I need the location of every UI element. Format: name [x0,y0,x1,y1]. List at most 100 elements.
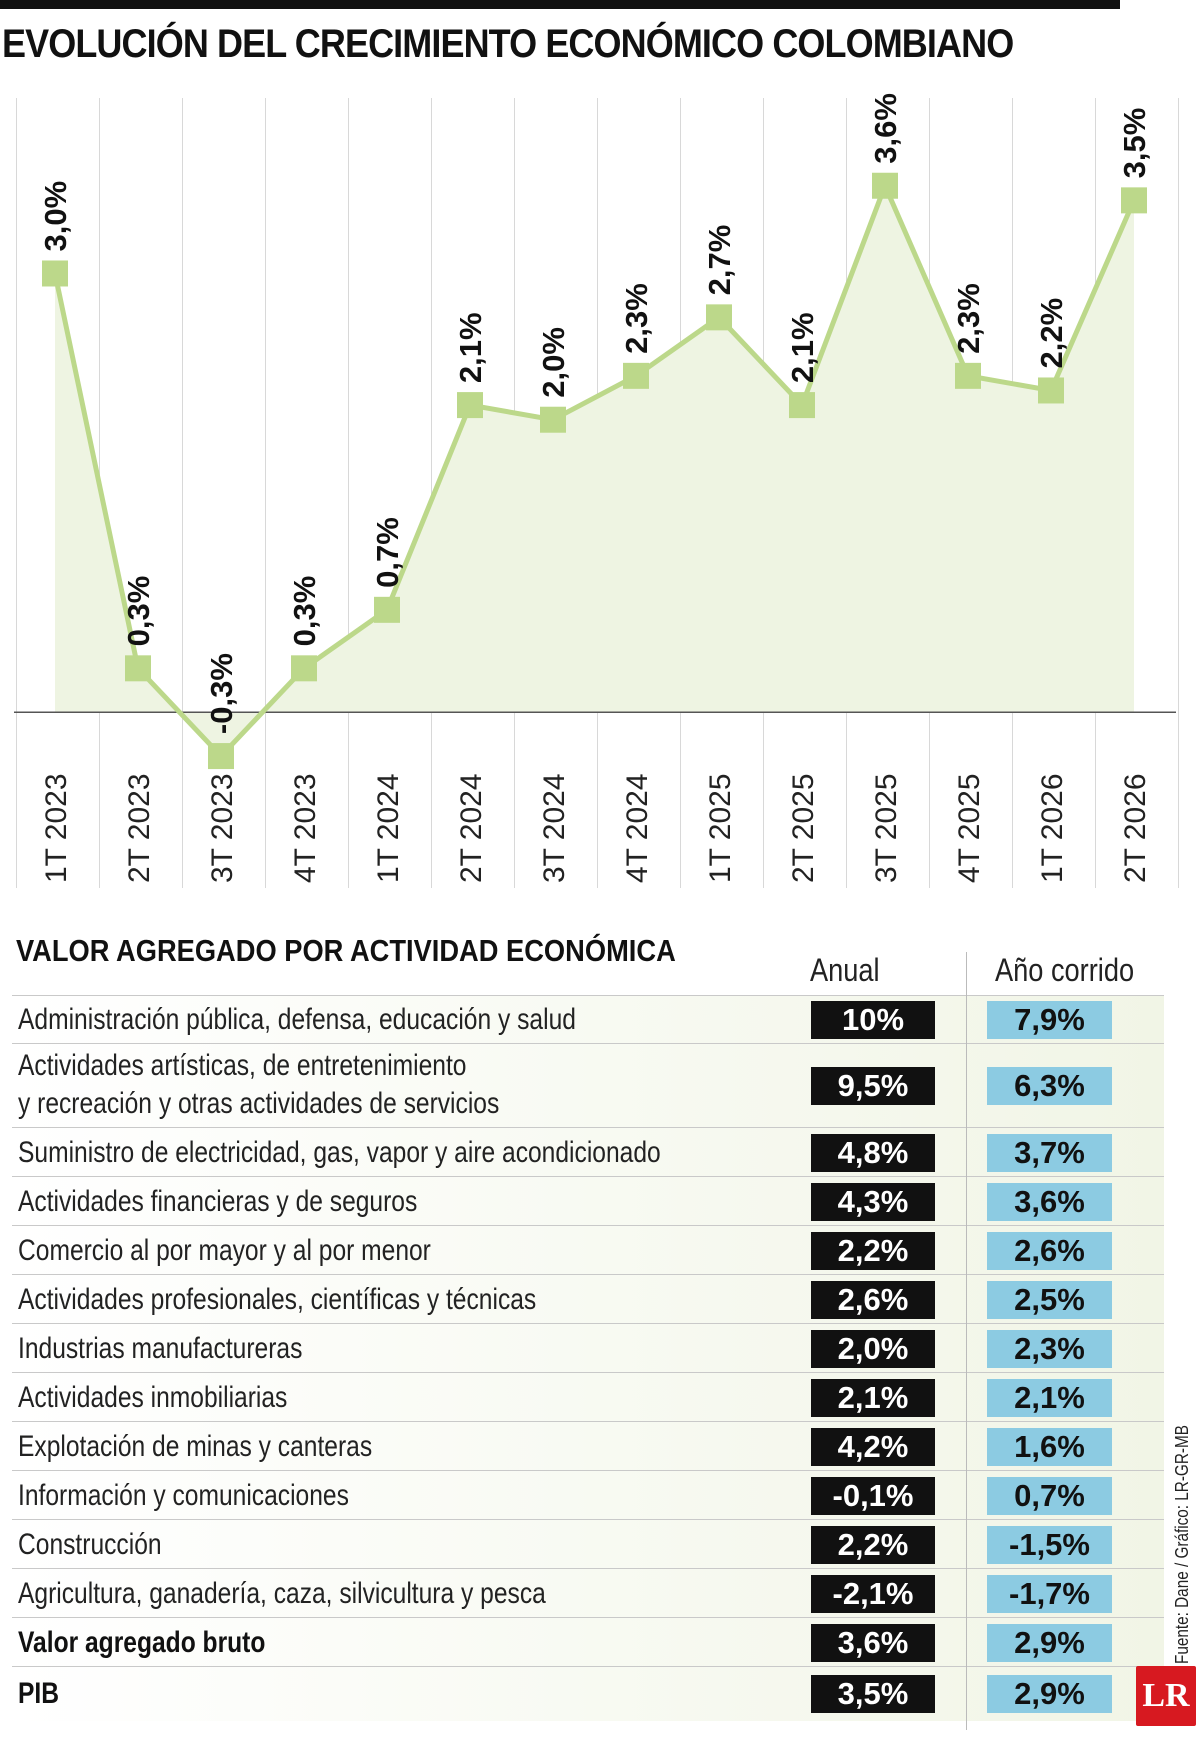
column-header-anual: Anual [810,952,880,988]
activity-name: Actividades profesionales, científicas y… [18,1282,537,1316]
activity-name: Suministro de electricidad, gas, vapor y… [18,1135,661,1169]
anual-value: 4,3% [811,1182,935,1221]
category-label: 3T 2025 [870,773,903,883]
activity-name: Construcción [18,1527,162,1561]
category-label: 4T 2024 [621,773,654,883]
activity-name: Actividades financieras y de seguros [18,1184,418,1218]
category-label: 4T 2025 [953,773,986,883]
data-point [42,260,68,287]
data-label: 3,6% [868,93,903,164]
anual-value: 2,1% [811,1378,935,1417]
ano-corrido-value: 3,7% [987,1133,1112,1172]
data-point [374,596,400,623]
ano-corrido-value: 0,7% [987,1476,1112,1515]
page-title: EVOLUCIÓN DEL CRECIMIENTO ECONÓMICO COLO… [2,22,1014,66]
table-row: Actividades profesionales, científicas y… [12,1274,1164,1324]
data-label: 2,2% [1034,298,1069,369]
table-row: Suministro de electricidad, gas, vapor y… [12,1127,1164,1177]
activity-name: Actividades artísticas, de entretenimien… [18,1049,467,1082]
ano-corrido-value: 2,9% [987,1675,1112,1713]
anual-value: 2,2% [811,1525,935,1564]
data-point [706,304,732,331]
table-row: Agricultura, ganadería, caza, silvicultu… [12,1568,1164,1618]
column-header-ano-corrido: Año corrido [995,952,1135,988]
table-title: VALOR AGREGADO POR ACTIVIDAD ECONÓMICA [16,933,676,968]
category-label: 4T 2023 [289,773,322,883]
category-label: 2T 2024 [455,773,488,883]
data-label: 0,3% [287,576,322,647]
data-label: 2,7% [702,225,737,296]
activity-name: Comercio al por mayor y al por menor [18,1233,431,1267]
data-point [1038,377,1064,404]
activity-name: Administración pública, defensa, educaci… [18,1003,576,1036]
data-point [955,362,981,389]
ano-corrido-value: 2,5% [987,1280,1112,1319]
table-row: Actividades financieras y de seguros 4,3%… [12,1176,1164,1226]
table-row: Actividades artísticas, de entretenimien… [12,1043,1164,1128]
data-label: 2,3% [619,283,654,354]
source-note: Fuente: Dane / Gráfico: LR-GR-MB [1172,1425,1192,1664]
ano-corrido-value: 7,9% [987,1001,1112,1039]
data-point [457,392,483,419]
anual-value: 3,6% [811,1623,935,1662]
data-point [208,743,234,770]
table-row: Industrias manufactureras 2,0% 2,3% [12,1323,1164,1373]
category-label: 1T 2025 [704,773,737,883]
ano-corrido-value: 6,3% [987,1067,1112,1105]
activity-name: Industrias manufactureras [18,1331,303,1365]
anual-value: 9,5% [811,1067,935,1105]
ano-corrido-value: 3,6% [987,1182,1112,1221]
table-row: Construcción 2,2% -1,5% [12,1519,1164,1569]
anual-value: 2,6% [811,1280,935,1319]
data-label: 2,1% [785,312,820,383]
table-row: Explotación de minas y canteras 4,2% 1,6% [12,1421,1164,1471]
data-label: 2,3% [951,283,986,354]
ano-corrido-value: -1,7% [987,1574,1112,1613]
category-label: 2T 2023 [123,773,156,883]
activity-name-line2: y recreación y otras actividades de serv… [18,1087,500,1120]
category-label: 3T 2024 [538,773,571,883]
table-row: PIB 3,5% 2,9% [12,1666,1164,1721]
data-point [872,172,898,199]
ano-corrido-value: -1,5% [987,1525,1112,1564]
activity-name: Información y comunicaciones [18,1478,349,1512]
area-fill [55,185,1134,757]
data-label: 2,1% [453,312,488,383]
category-label: 2T 2025 [787,773,820,883]
ano-corrido-value: 1,6% [987,1427,1112,1466]
ano-corrido-value: 2,1% [987,1378,1112,1417]
anual-value: 10% [811,1001,935,1039]
lr-logo: LR [1136,1666,1196,1726]
anual-value: 2,0% [811,1329,935,1368]
anual-value: -0,1% [811,1476,935,1515]
data-label: 0,3% [121,576,156,647]
category-label: 1T 2023 [40,773,73,883]
data-label: 3,0% [38,181,73,252]
data-label: -0,3% [204,653,239,734]
data-point [623,362,649,389]
table-row: Comercio al por mayor y al por menor 2,2%… [12,1225,1164,1275]
anual-value: 3,5% [811,1675,935,1713]
category-label: 1T 2024 [372,773,405,883]
category-label: 3T 2023 [206,773,239,883]
table-row: Información y comunicaciones -0,1% 0,7% [12,1470,1164,1520]
ano-corrido-value: 2,9% [987,1623,1112,1662]
category-label: 1T 2026 [1036,773,1069,883]
anual-value: 2,2% [811,1231,935,1270]
anual-value: 4,2% [811,1427,935,1466]
series-line [52,183,1137,759]
ano-corrido-value: 2,3% [987,1329,1112,1368]
growth-line-chart: 3,0% 0,3% -0,3% 0,3% 0,7% 2,1% 2,0% 2,3% 2,7% 2,1… [14,93,1179,888]
table-row: Actividades inmobiliarias 2,1% 2,1% [12,1372,1164,1422]
activity-name: Explotación de minas y canteras [18,1429,373,1463]
activity-name: Actividades inmobiliarias [18,1380,288,1414]
data-label: 2,0% [536,327,571,398]
data-point [540,406,566,433]
activity-name: Agricultura, ganadería, caza, silvicultu… [18,1576,546,1610]
table-row: Valor agregado bruto 3,6% 2,9% [12,1617,1164,1667]
anual-value: -2,1% [811,1574,935,1613]
top-rule [0,0,1120,9]
data-label: 3,5% [1117,108,1152,179]
data-label: 0,7% [370,517,405,588]
table-row: Administración pública, defensa, educaci… [12,995,1164,1044]
